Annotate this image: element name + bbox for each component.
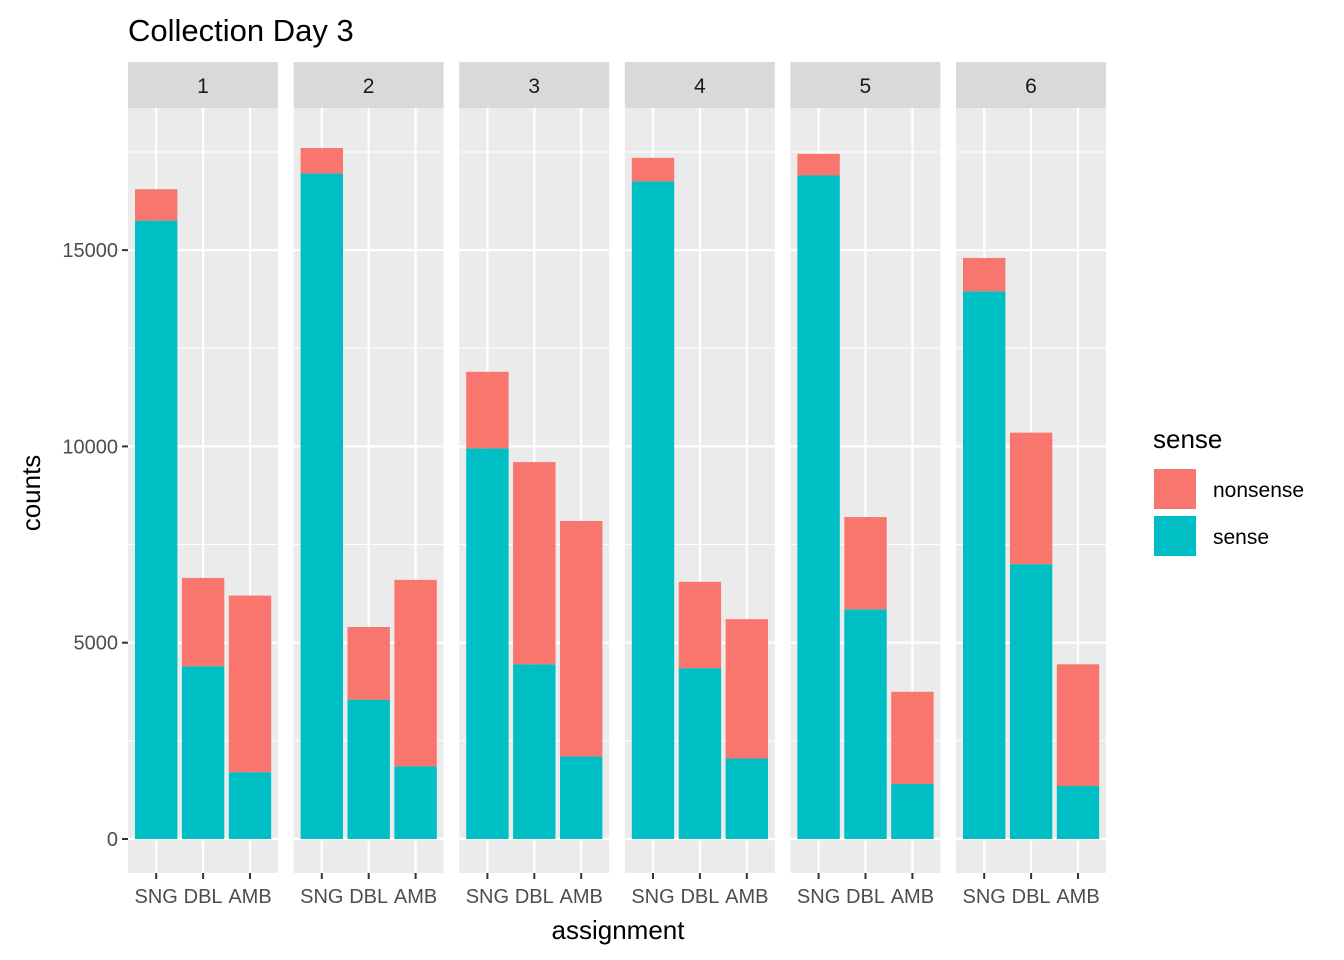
- bar-sense-AMB: [228, 772, 272, 839]
- facet-strip-label: 2: [363, 75, 375, 98]
- x-tick-label: DBL: [184, 886, 223, 908]
- bar-nonsense-DBL: [844, 517, 887, 610]
- facet-strip-label: 5: [860, 75, 872, 98]
- x-tick-label: AMB: [725, 886, 768, 908]
- bar-sense-DBL: [1009, 564, 1053, 839]
- chart-title: Collection Day 3: [128, 13, 354, 48]
- bar-nonsense-SNG: [135, 189, 178, 221]
- x-tick-label: AMB: [394, 886, 437, 908]
- legend-label-sense: sense: [1213, 526, 1269, 549]
- bar-nonsense-AMB: [394, 579, 437, 767]
- bar-sense-DBL: [181, 666, 225, 839]
- x-axis-title: assignment: [552, 915, 686, 945]
- y-tick-label: 15000: [62, 240, 118, 262]
- bar-sense-SNG: [963, 291, 1006, 839]
- facet-strip: [790, 62, 941, 108]
- bar-sense-AMB: [560, 756, 603, 839]
- facet-strip-label: 1: [197, 75, 209, 98]
- legend-label-nonsense: nonsense: [1213, 479, 1304, 502]
- bar-sense-SNG: [631, 181, 675, 839]
- y-axis: 0 5000 10000 15000: [62, 240, 128, 851]
- x-tick-label: AMB: [1056, 886, 1099, 908]
- x-tick-label: SNG: [631, 886, 674, 908]
- bar-nonsense-AMB: [560, 520, 603, 757]
- y-axis-title: counts: [16, 455, 46, 532]
- x-tick-label: SNG: [797, 886, 840, 908]
- x-tick-label: SNG: [135, 886, 178, 908]
- bar-sense-AMB: [394, 766, 437, 839]
- x-tick-label: AMB: [228, 886, 271, 908]
- facet-strip-label: 6: [1025, 75, 1037, 98]
- legend: sense nonsense sense: [1153, 424, 1304, 556]
- x-tick-label: DBL: [846, 886, 885, 908]
- legend-key-nonsense: [1154, 469, 1196, 509]
- facet-strip: [459, 62, 610, 108]
- bar-nonsense-DBL: [181, 577, 225, 667]
- bar-nonsense-AMB: [725, 619, 768, 759]
- legend-title: sense: [1153, 424, 1222, 454]
- facet-panel-6: 6 SNG DBL AMB: [956, 62, 1106, 908]
- facet-strip: [128, 62, 278, 108]
- x-tick-label: DBL: [515, 886, 554, 908]
- x-tick-label: AMB: [560, 886, 603, 908]
- x-tick-label: AMB: [891, 886, 934, 908]
- bar-nonsense-DBL: [347, 626, 390, 700]
- bar-sense-DBL: [844, 609, 887, 839]
- facet-panel-1: 1 SNG DBL AMB: [128, 62, 278, 908]
- legend-key-sense: [1154, 516, 1196, 556]
- y-tick-label: 0: [107, 829, 118, 851]
- facet-strip: [956, 62, 1106, 108]
- bar-sense-DBL: [513, 664, 556, 839]
- facet-panel-5: 5 SNG DBL AMB: [790, 62, 941, 908]
- bar-sense-SNG: [466, 448, 509, 839]
- facet-strip: [624, 62, 775, 108]
- bar-nonsense-SNG: [963, 257, 1006, 292]
- bar-sense-DBL: [678, 668, 722, 839]
- x-tick-label: SNG: [300, 886, 343, 908]
- facet-panel-4: 4 SNG DBL AMB: [624, 62, 775, 908]
- bar-nonsense-SNG: [466, 371, 509, 449]
- facet-panel-3: 3 SNG DBL AMB: [459, 62, 610, 908]
- x-tick-label: DBL: [680, 886, 719, 908]
- bar-sense-SNG: [300, 173, 343, 840]
- x-tick-label: SNG: [466, 886, 509, 908]
- bar-nonsense-DBL: [513, 462, 556, 665]
- bar-sense-AMB: [1056, 785, 1100, 839]
- y-tick-label: 10000: [62, 436, 118, 458]
- bar-nonsense-SNG: [300, 148, 343, 174]
- bar-nonsense-AMB: [891, 691, 934, 785]
- bar-sense-DBL: [347, 699, 390, 839]
- bar-nonsense-DBL: [1009, 432, 1053, 565]
- facet-panel-2: 2 SNG DBL AMB: [293, 62, 444, 908]
- bar-nonsense-AMB: [1056, 664, 1100, 786]
- y-tick-label: 5000: [74, 633, 119, 655]
- bar-sense-SNG: [135, 220, 178, 839]
- bar-sense-AMB: [891, 784, 934, 839]
- x-tick-label: DBL: [1012, 886, 1051, 908]
- bar-sense-AMB: [725, 758, 768, 839]
- bar-sense-SNG: [797, 175, 840, 840]
- bar-nonsense-SNG: [631, 157, 675, 182]
- facet-strip: [293, 62, 444, 108]
- facet-strip-label: 3: [528, 75, 540, 98]
- bar-nonsense-SNG: [797, 153, 840, 176]
- x-tick-label: DBL: [349, 886, 388, 908]
- bar-nonsense-AMB: [228, 595, 272, 773]
- facet-strip-label: 4: [694, 75, 706, 98]
- x-tick-label: SNG: [963, 886, 1006, 908]
- bar-nonsense-DBL: [678, 581, 722, 669]
